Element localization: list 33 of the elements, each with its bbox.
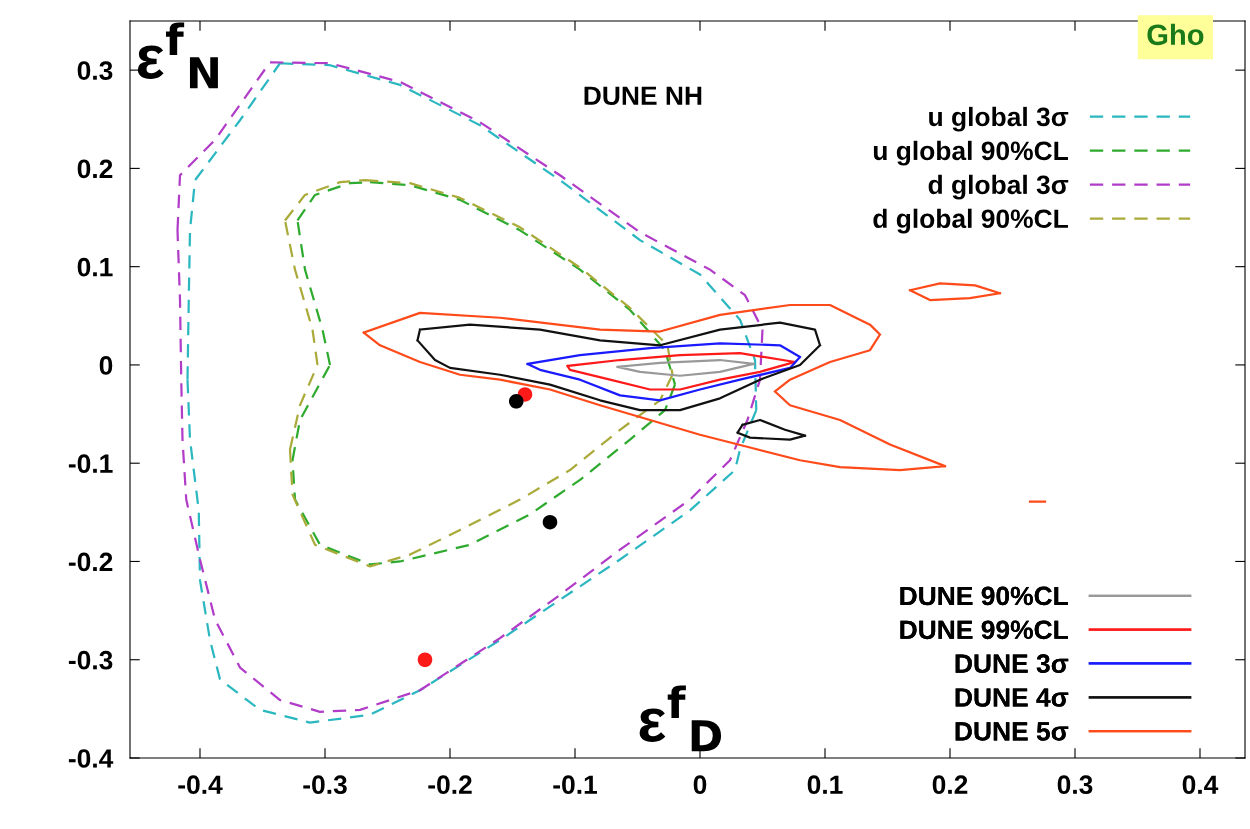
y-tick-label: -0.3 <box>68 650 113 670</box>
legend-label: DUNE 5σ <box>955 722 1069 741</box>
legend-label: u global 3σ <box>929 106 1069 132</box>
y-tick-label: -0.4 <box>68 749 114 768</box>
y-tick-label: -0.2 <box>68 552 113 572</box>
legend-label: DUNE 4σ <box>955 688 1069 707</box>
legend-label: d global 3σ <box>928 174 1069 200</box>
x-tick-label: -0.3 <box>303 775 347 795</box>
annotation: Gho <box>1147 23 1204 46</box>
point <box>508 394 524 409</box>
x-tick-label: -0.4 <box>178 775 223 795</box>
y-tick-label: 0.1 <box>77 257 113 277</box>
point <box>417 652 433 668</box>
x-axis-title: ε$^{f}$$_{D}$ <box>639 685 722 752</box>
x-tick-label: 0.4 <box>1182 775 1219 795</box>
y-tick-label: 0.2 <box>77 159 113 179</box>
x-tick-label: 0.2 <box>932 775 968 795</box>
x-tick-label: 0 <box>693 775 707 795</box>
legend-label: DUNE 90%CL <box>900 586 1068 606</box>
x-tick-label: -0.2 <box>428 775 472 795</box>
point <box>542 514 558 530</box>
x-tick-label: 0.3 <box>1057 775 1093 795</box>
y-axis-title: ε$^{f}$$_{N}$ <box>137 22 218 89</box>
y-tick-label: 0.3 <box>77 61 113 80</box>
legend-label: DUNE 99%CL <box>900 620 1068 640</box>
legend-label: u global 90%CL <box>873 140 1068 166</box>
y-tick-label: 0 <box>99 356 113 375</box>
y-tick-label: -0.1 <box>68 454 113 474</box>
text: DUNE NH <box>584 86 702 106</box>
x-tick-label: -0.1 <box>553 775 597 795</box>
x-tick-label: 0.1 <box>807 775 843 795</box>
legend-label: d global 90%CL <box>873 208 1068 234</box>
legend-label: DUNE 3σ <box>955 654 1069 673</box>
